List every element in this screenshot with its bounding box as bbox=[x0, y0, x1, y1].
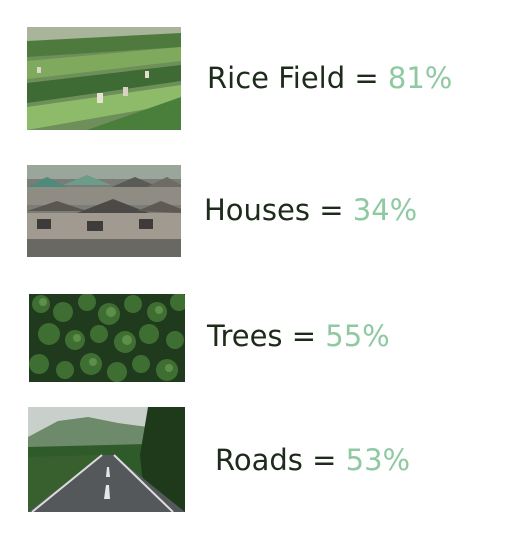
category-label: Rice Field = 81% bbox=[207, 61, 453, 95]
category-label: Trees = 55% bbox=[207, 319, 390, 353]
category-label: Roads = 53% bbox=[215, 443, 411, 477]
category-label: Houses = 34% bbox=[204, 193, 418, 227]
roads-photo bbox=[28, 407, 185, 512]
houses-photo bbox=[27, 165, 181, 257]
percentage-value: 53% bbox=[345, 443, 411, 477]
percentage-value: 81% bbox=[387, 61, 453, 95]
rice-field-photo bbox=[27, 27, 181, 130]
percentage-value: 34% bbox=[352, 193, 418, 227]
percentage-value: 55% bbox=[325, 319, 390, 353]
trees-photo bbox=[29, 294, 185, 382]
